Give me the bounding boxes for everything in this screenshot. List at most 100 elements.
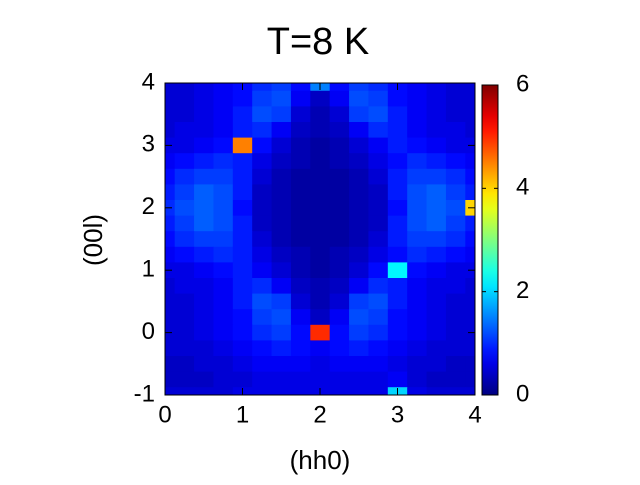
heatmap-cell (387, 278, 408, 295)
heatmap-cell (349, 371, 369, 388)
heatmap-cell (165, 153, 176, 170)
heatmap-cell (368, 184, 389, 201)
colorbar-tick-label: 2 (516, 277, 529, 304)
colorbar-tick-label: 6 (516, 70, 529, 97)
heatmap-cell (290, 262, 311, 279)
heatmap-cell (194, 184, 214, 201)
heatmap-cell (445, 184, 466, 201)
heatmap-cell (426, 309, 447, 326)
heatmap-cell (213, 184, 234, 201)
heatmap-cell (426, 371, 447, 388)
heatmap-cell (252, 262, 273, 279)
heatmap-cell (368, 278, 389, 295)
heatmap-cell (368, 153, 389, 170)
heatmap-cell (465, 387, 475, 395)
heatmap-cell (194, 356, 214, 373)
heatmap-cell (368, 293, 389, 310)
heatmap-cell (407, 293, 428, 310)
heatmap-cell (232, 168, 253, 185)
heatmap-cell (165, 278, 176, 295)
y-tick-label: 3 (142, 131, 155, 158)
heatmap-cell (290, 309, 311, 326)
heatmap-cell (407, 371, 428, 388)
heatmap-cell (445, 246, 466, 263)
heatmap-cell (174, 278, 195, 295)
heatmap-cell (407, 153, 428, 170)
heatmap-cell (465, 168, 475, 185)
heatmap-cell (213, 153, 234, 170)
heatmap-cell (445, 387, 466, 395)
heatmap-cell (426, 83, 447, 92)
heatmap-cell (252, 324, 273, 341)
heatmap-cell (465, 371, 475, 388)
heatmap-cell (252, 231, 273, 248)
heatmap-cell (194, 122, 214, 139)
heatmap-cell (349, 356, 369, 373)
heatmap-cell (349, 83, 369, 92)
heatmap-cell (252, 371, 273, 388)
heatmap-cell (174, 231, 195, 248)
heatmap-cell (426, 200, 447, 217)
heatmap-cell (232, 293, 253, 310)
heatmap-cell (387, 246, 408, 263)
heatmap-cell (368, 200, 389, 217)
heatmap-cell (426, 90, 447, 107)
heatmap-cell (329, 200, 350, 217)
heatmap-cell (368, 262, 389, 279)
heatmap-cell (194, 215, 214, 232)
heatmap-cell (232, 340, 253, 357)
heatmap-cell (174, 293, 195, 310)
x-axis-label: (hh0) (290, 445, 351, 475)
heatmap-cell (407, 106, 428, 123)
heatmap-cell (329, 231, 350, 248)
heatmap-cell (407, 262, 428, 279)
heatmap-cell (349, 215, 369, 232)
heatmap-cell (329, 371, 350, 388)
heatmap-cell (445, 324, 466, 341)
x-tick-label: 1 (236, 401, 249, 428)
heatmap-cell (213, 231, 234, 248)
heatmap-cell (426, 278, 447, 295)
heatmap-cell (310, 340, 331, 357)
heatmap-cell (290, 215, 311, 232)
heatmap-cell (165, 122, 176, 139)
heatmap-cell (174, 309, 195, 326)
heatmap-cell (426, 387, 447, 395)
heatmap-cell (407, 309, 428, 326)
heatmap-cell (310, 106, 331, 123)
heatmap-cell (329, 309, 350, 326)
heatmap-cell (271, 387, 292, 395)
heatmap-cell (232, 356, 253, 373)
heatmap-cell (165, 83, 176, 92)
heatmap-cell (213, 324, 234, 341)
heatmap-cell (407, 90, 428, 107)
heatmap-cell (252, 83, 273, 92)
heatmap-cell (407, 340, 428, 357)
heatmap-cell (387, 309, 408, 326)
heatmap-cell (349, 309, 369, 326)
heatmap-cell (368, 215, 389, 232)
heatmap-cell (290, 168, 311, 185)
heatmap-cell (407, 324, 428, 341)
heatmap-cell (290, 90, 311, 107)
heatmap-cell (349, 324, 369, 341)
heatmap-cell (310, 371, 331, 388)
heatmap-cell (368, 83, 389, 92)
heatmap-cell (165, 309, 176, 326)
x-tick-label: 2 (313, 401, 326, 428)
heatmap-cell (213, 309, 234, 326)
heatmap-cell (232, 324, 253, 341)
heatmap-cell (329, 387, 350, 395)
heatmap-cell (252, 137, 273, 154)
heatmap-cell (465, 215, 475, 232)
heatmap-cell (445, 278, 466, 295)
heatmap-cell (213, 137, 234, 154)
x-tick-label: 0 (158, 401, 171, 428)
heatmap-cell (174, 153, 195, 170)
heatmap-cell (407, 356, 428, 373)
heatmap-cell (310, 90, 331, 107)
heatmap-cell (232, 90, 253, 107)
heatmap-cell (290, 153, 311, 170)
heatmap-cell (271, 137, 292, 154)
